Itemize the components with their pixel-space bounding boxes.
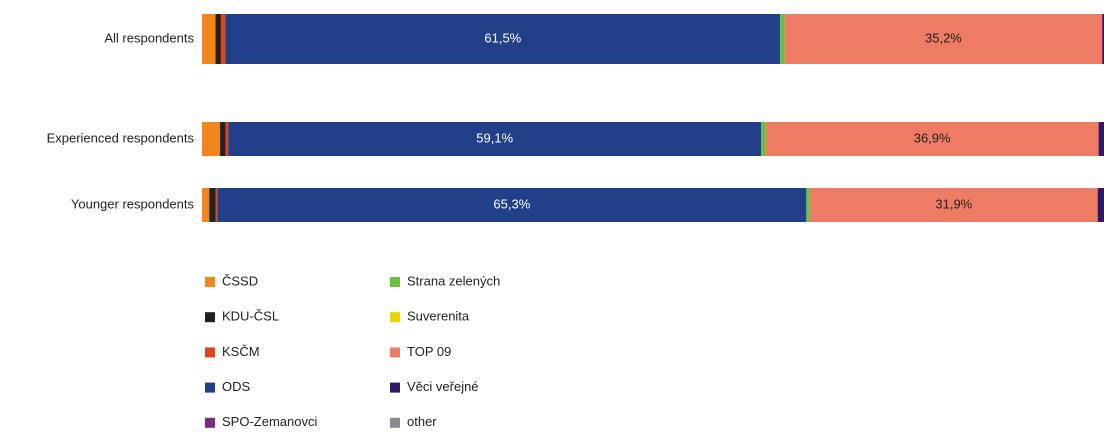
bar-segment bbox=[1097, 188, 1104, 222]
bar-segment bbox=[225, 14, 781, 64]
legend-swatch bbox=[205, 347, 215, 358]
value-label: 61,5% bbox=[484, 30, 521, 45]
legend-label: Strana zelených bbox=[407, 273, 500, 288]
bar-segment bbox=[215, 188, 218, 222]
legend-swatch bbox=[205, 312, 215, 323]
bar-segment bbox=[202, 122, 221, 156]
bar-segment bbox=[1098, 122, 1104, 156]
legend-swatch bbox=[205, 417, 215, 428]
bar-segment bbox=[217, 188, 807, 222]
value-label: 59,1% bbox=[476, 130, 513, 145]
value-label: 36,9% bbox=[914, 130, 951, 145]
legend-swatch bbox=[390, 277, 400, 287]
bar-segment bbox=[202, 188, 210, 222]
legend-label: ČSSD bbox=[222, 273, 258, 288]
bar-segment bbox=[209, 188, 216, 222]
bar-segment bbox=[780, 14, 785, 64]
value-label: 35,2% bbox=[925, 30, 962, 45]
category-label: All respondents bbox=[104, 30, 194, 45]
bar-segment bbox=[761, 122, 766, 156]
bar-segment bbox=[220, 14, 226, 64]
legend-label: Suverenita bbox=[407, 309, 470, 324]
legend-label: KDU-ČSL bbox=[222, 309, 279, 324]
legend-label: KSČM bbox=[222, 344, 260, 359]
bar-segment bbox=[784, 14, 1103, 64]
bar-segment bbox=[806, 188, 810, 222]
value-label: 31,9% bbox=[935, 196, 972, 211]
legend-label: TOP 09 bbox=[407, 344, 451, 359]
legend-swatch bbox=[205, 382, 215, 393]
bar-segment bbox=[225, 122, 229, 156]
legend-label: other bbox=[407, 414, 437, 429]
legend-label: Věci veřejné bbox=[407, 379, 479, 394]
category-label: Experienced respondents bbox=[47, 130, 195, 145]
bar-segment bbox=[215, 14, 221, 64]
legend-swatch bbox=[390, 312, 400, 323]
legend-swatch bbox=[390, 382, 400, 393]
legend-label: ODS bbox=[222, 379, 251, 394]
legend-swatch bbox=[205, 277, 215, 287]
value-label: 65,3% bbox=[493, 196, 530, 211]
bar-segment bbox=[220, 122, 226, 156]
bar-segment bbox=[809, 188, 1098, 222]
bar-segment bbox=[202, 14, 216, 64]
legend-label: SPO-Zemanovci bbox=[222, 414, 317, 429]
category-label: Younger respondents bbox=[71, 196, 195, 211]
bar-segment bbox=[228, 122, 762, 156]
legend-swatch bbox=[390, 417, 400, 428]
legend-swatch bbox=[390, 347, 400, 358]
bar-segment bbox=[765, 122, 1099, 156]
bar-segment bbox=[1102, 14, 1104, 64]
